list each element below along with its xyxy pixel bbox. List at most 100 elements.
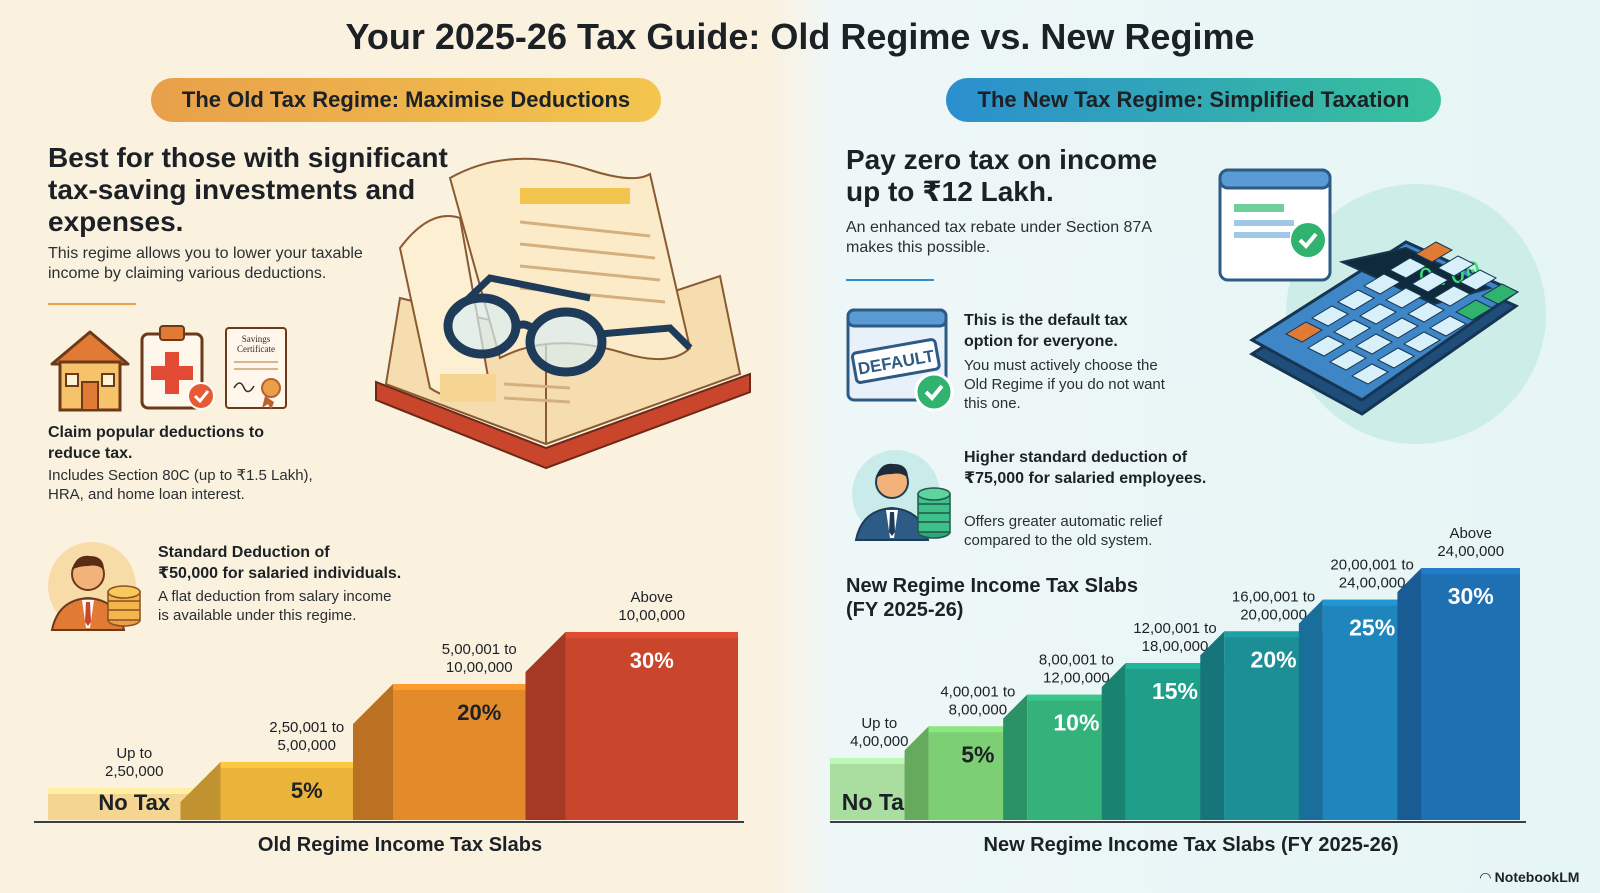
old-divider — [48, 303, 136, 305]
calculator-key — [1454, 299, 1494, 321]
new-headline-line: up to ₹12 Lakh. — [846, 176, 1054, 207]
calculator-key — [1336, 289, 1376, 311]
bar-top — [565, 632, 738, 638]
old-deductions-text-line: Includes Section 80C (up to ₹1.5 Lakh), — [48, 467, 313, 484]
bar-range-label: 10,00,000 — [446, 659, 513, 676]
glasses-icon — [443, 274, 693, 377]
old-regime-banner: The Old Tax Regime: Maximise Deductions — [151, 78, 661, 122]
bar-range-label: 2,50,000 — [105, 763, 163, 780]
bar-range-label: 12,00,001 to — [1133, 620, 1216, 637]
bar-range-label: 10,00,000 — [618, 607, 685, 624]
brand-label: ◠ NotebookLM — [1480, 869, 1579, 886]
bar-side — [1101, 663, 1126, 820]
salaried-person-icon — [48, 542, 141, 631]
old-deductions-text: Includes Section 80C (up to ₹1.5 Lakh), … — [48, 466, 368, 504]
old-intro-line: income by claiming various deductions. — [48, 265, 327, 282]
new-headline-line: Pay zero tax on income — [846, 144, 1158, 175]
bar-range-label: 4,00,000 — [850, 733, 908, 750]
bar-rate-label: 20% — [457, 700, 501, 725]
checkmark-window-icon — [1218, 168, 1332, 282]
calculator-key — [1432, 285, 1472, 307]
old-intro: This regime allows you to lower your tax… — [48, 244, 428, 284]
bar — [1421, 568, 1520, 820]
default-option-icon: DEFAULT — [846, 308, 954, 412]
new-default-text: You must actively choose the Old Regime … — [964, 356, 1224, 413]
calculator-key — [1350, 363, 1390, 385]
bar-rate-label: No Tax — [842, 789, 917, 815]
calculator-key — [1284, 321, 1324, 343]
calculator-illustration: 0.00 — [1218, 168, 1546, 444]
old-intro-line: This regime allows you to lower your tax… — [48, 245, 363, 262]
bar-range-label: Up to — [116, 745, 152, 762]
bar-range-label: 2,50,001 to — [269, 719, 344, 736]
bar-side — [1200, 631, 1225, 820]
bar-rate-label: 25% — [1349, 615, 1395, 641]
bar-top — [830, 758, 929, 764]
old-deduction-icons: Savings Certificate — [50, 325, 287, 412]
new-default-title: This is the default tax option for every… — [964, 310, 1224, 352]
calculator-key — [1354, 333, 1394, 355]
medical-clipboard-icon — [140, 325, 215, 410]
calculator-key — [1384, 287, 1424, 309]
bar-range-label: 5,00,001 to — [442, 641, 517, 658]
new-std-title: Higher standard deduction of ₹75,000 for… — [964, 447, 1264, 489]
bar-side — [1003, 694, 1028, 820]
new-intro: An enhanced tax rebate under Section 87A… — [846, 218, 1206, 258]
old-std-title-line: ₹50,000 for salaried individuals. — [158, 565, 402, 582]
bar-rate-label: 20% — [1251, 646, 1297, 672]
bar-side — [904, 726, 929, 820]
bar-side — [525, 632, 566, 820]
bar-top — [1125, 663, 1225, 669]
bar-range-label: 8,00,001 to — [1039, 652, 1114, 669]
bar-rate-label: 30% — [1448, 583, 1494, 609]
tax-documents-illustration — [375, 157, 751, 470]
new-default-text-line: this one. — [964, 395, 1021, 412]
old-deductions-title-line: Claim popular deductions to — [48, 424, 265, 441]
certificate-label-line: Savings — [242, 334, 271, 344]
bar-range-label: 5,00,000 — [278, 737, 336, 754]
new-chart-title: New Regime Income Tax Slabs (FY 2025-26) — [983, 834, 1399, 856]
calculator-key — [1458, 269, 1498, 291]
new-std-text-line: Offers greater automatic relief — [964, 513, 1163, 530]
bar-side — [180, 762, 221, 820]
old-regime-chart: No Tax Up to2,50,000 5% 2,50,001 to5,00,000… — [34, 589, 744, 823]
calculator-key — [1480, 283, 1520, 305]
bar-rate-label: 15% — [1152, 678, 1198, 704]
new-chart-inline-title-line: (FY 2025-26) — [846, 599, 964, 621]
old-deductions-text-line: HRA, and home loan interest. — [48, 486, 245, 503]
page-title: Your 2025-26 Tax Guide: Old Regime vs. N… — [345, 16, 1255, 57]
bar-top — [1027, 694, 1126, 701]
bar-range-label: 16,00,001 to — [1232, 588, 1315, 605]
calculator-key — [1388, 257, 1428, 279]
bar-range-label: 20,00,000 — [1240, 606, 1307, 623]
bar-top — [1224, 631, 1323, 638]
calculator-key — [1414, 241, 1454, 263]
new-regime-chart: No Tax Up to4,00,000 5% 4,00,001 to8,00,000… — [830, 525, 1526, 823]
old-std-text-line: is available under this regime. — [158, 607, 357, 624]
old-headline: Best for those with significant tax-savi… — [48, 142, 478, 238]
calculator-key — [1306, 335, 1346, 357]
calculator-key — [1310, 305, 1350, 327]
bar-top — [48, 788, 221, 794]
new-intro-line: makes this possible. — [846, 239, 991, 256]
new-default-text-line: Old Regime if you do not want — [964, 376, 1165, 393]
bar-rate-label: No Tax — [98, 790, 170, 815]
calculator-keys — [1284, 241, 1520, 385]
bar-top — [220, 762, 393, 768]
bar-rate-label: 5% — [961, 741, 994, 767]
new-std-title-line: ₹75,000 for salaried employees. — [964, 470, 1207, 487]
bar-rate-label: 10% — [1053, 710, 1099, 736]
bar-range-label: Up to — [861, 715, 897, 732]
bar-side — [353, 684, 393, 820]
new-std-title-line: Higher standard deduction of — [964, 449, 1188, 466]
calculator-key — [1428, 315, 1468, 337]
new-std-text: Offers greater automatic relief compared… — [964, 512, 1264, 550]
bar-top — [393, 684, 566, 690]
bar-side — [1397, 568, 1422, 820]
bar-range-label: Above — [630, 589, 673, 606]
new-chart-inline-title: New Regime Income Tax Slabs (FY 2025-26) — [846, 574, 1166, 622]
calculator-key — [1332, 319, 1372, 341]
new-chart-inline-title-line: New Regime Income Tax Slabs — [846, 575, 1138, 597]
calculator-key — [1376, 347, 1416, 369]
old-std-title: Standard Deduction of ₹50,000 for salari… — [158, 542, 458, 584]
